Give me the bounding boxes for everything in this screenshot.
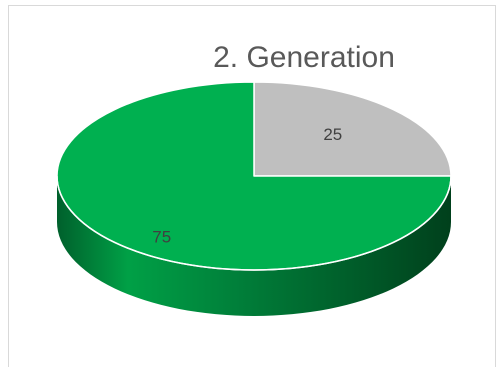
chart-area bbox=[8, 5, 496, 367]
pie-sides bbox=[57, 176, 451, 316]
pie-data-labels: 25 75 bbox=[152, 125, 342, 246]
pie-data-label: 25 bbox=[323, 125, 342, 144]
pie-slice bbox=[253, 81, 452, 177]
pie-slice-side bbox=[57, 176, 451, 316]
pie-slices bbox=[56, 81, 452, 271]
chart-title: 2. Generation bbox=[213, 41, 395, 74]
pie-rim bbox=[56, 175, 452, 271]
pie-data-label: 75 bbox=[152, 227, 171, 246]
